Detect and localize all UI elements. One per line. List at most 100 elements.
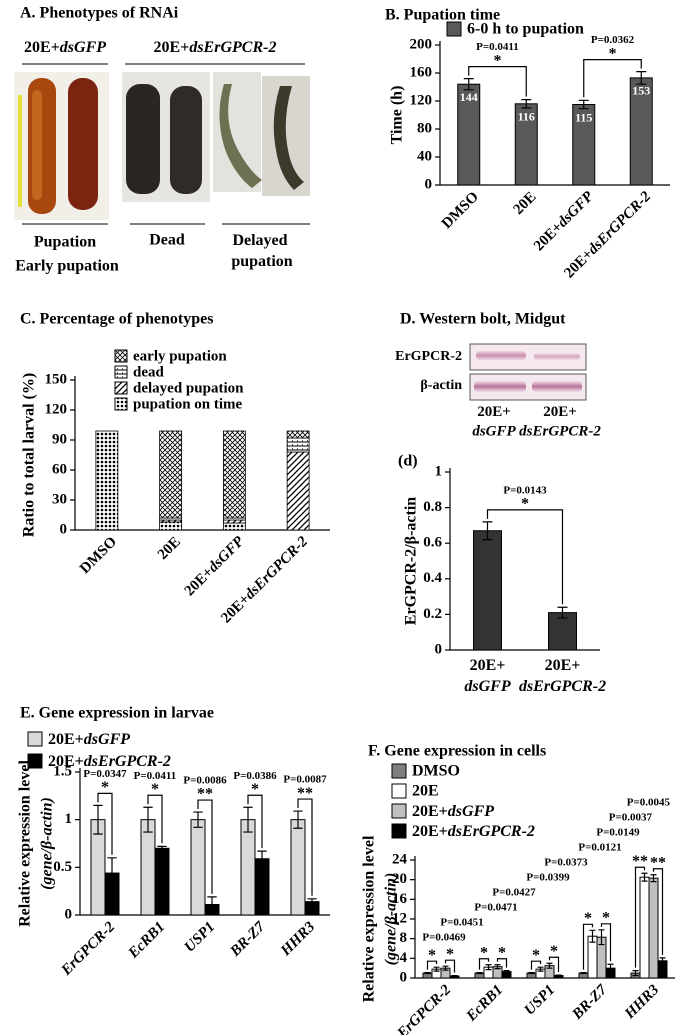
p-value: P=0.0399 bbox=[526, 872, 570, 884]
error-bar bbox=[107, 857, 117, 889]
p-value: P=0.0411 bbox=[476, 41, 519, 53]
bar bbox=[473, 530, 502, 651]
p-value: P=0.0149 bbox=[596, 827, 640, 839]
blot-row-label: ErGPCR-2 bbox=[395, 349, 462, 364]
significance-bracket bbox=[468, 66, 527, 97]
value-label: 153 bbox=[632, 84, 650, 98]
significance-mark: * bbox=[101, 779, 109, 796]
error-bar bbox=[636, 71, 647, 85]
significance-bracket bbox=[147, 794, 163, 844]
y-tick-label: 0 bbox=[60, 521, 68, 537]
y-axis-label: Time (h) bbox=[389, 86, 406, 145]
significance-mark: * bbox=[494, 52, 502, 69]
p-value: P=0.0045 bbox=[627, 797, 671, 809]
error-bar bbox=[451, 974, 458, 978]
error-bar bbox=[433, 966, 440, 972]
legend-label: 20E+dsErGPCR-2 bbox=[412, 823, 535, 840]
p-value: P=0.0427 bbox=[492, 887, 536, 899]
significance-bracket bbox=[548, 956, 560, 973]
legend-label: 20E bbox=[412, 783, 439, 800]
p-value: P=0.0086 bbox=[183, 775, 227, 787]
bar bbox=[240, 819, 256, 916]
error-bar bbox=[485, 964, 492, 971]
x-tick-label: 20E bbox=[155, 534, 184, 563]
error-bar bbox=[293, 810, 303, 829]
error-bar bbox=[442, 965, 449, 971]
legend-swatch bbox=[391, 783, 407, 799]
y-axis-label: (gene/β-actin) bbox=[383, 873, 400, 966]
significance-bracket bbox=[600, 923, 612, 962]
error-bar bbox=[482, 521, 493, 541]
legend-label: 20E+dsGFP bbox=[48, 731, 130, 748]
legend-label: delayed pupation bbox=[133, 380, 244, 396]
blot-image bbox=[469, 343, 587, 401]
bar-segment bbox=[222, 430, 246, 519]
legend-label: pupation on time bbox=[133, 396, 243, 412]
x-tick-label: 20E bbox=[511, 189, 540, 218]
error-bar bbox=[598, 929, 605, 946]
p-value: P=0.0362 bbox=[591, 34, 635, 46]
y-tick-label: 120 bbox=[410, 92, 433, 108]
error-bar bbox=[578, 99, 589, 110]
x-tick-label: 20E+dsGFP bbox=[182, 533, 248, 599]
significance-bracket bbox=[583, 59, 642, 98]
x-tick-label: ErGPCR-2 bbox=[394, 982, 455, 1035]
y-tick-label: 90 bbox=[52, 431, 67, 447]
significance-mark: ** bbox=[297, 785, 313, 802]
error-bar bbox=[557, 606, 568, 619]
x-tick-label: BR-Z7 bbox=[227, 919, 269, 961]
y-tick-label: 16 bbox=[392, 891, 408, 907]
significance-bracket bbox=[444, 959, 456, 973]
significance-mark: * bbox=[521, 496, 529, 513]
blot-lane-label: 20E+ dsGFP bbox=[472, 404, 516, 440]
significance-mark: * bbox=[151, 781, 159, 798]
y-axis-label: Relative expression level bbox=[361, 835, 378, 1002]
significance-mark: * bbox=[480, 944, 488, 961]
significance-mark: * bbox=[602, 909, 610, 926]
error-bar bbox=[243, 806, 253, 833]
y-tick-label: 8 bbox=[400, 930, 408, 946]
legend-label: DMSO bbox=[412, 763, 460, 780]
y-tick-label: 0.8 bbox=[423, 499, 442, 515]
error-bar bbox=[494, 964, 501, 970]
y-tick-label: 160 bbox=[410, 64, 433, 80]
y-tick-label: 1.5 bbox=[53, 763, 72, 779]
outcome-label: Delayed pupation bbox=[231, 232, 292, 270]
p-value: P=0.0386 bbox=[233, 770, 277, 782]
legend-label: 20E+dsErGPCR-2 bbox=[48, 753, 171, 770]
error-bar bbox=[143, 806, 153, 833]
chart-title: (d) bbox=[398, 453, 418, 470]
x-tick-label: EcRB1 bbox=[125, 919, 168, 962]
significance-mark: * bbox=[609, 45, 617, 62]
group-label: 20E+dsGFP bbox=[24, 39, 106, 56]
p-value: P=0.0347 bbox=[83, 768, 127, 780]
significance-mark: ** bbox=[650, 854, 666, 871]
x-tick-label: BR-Z7 bbox=[569, 982, 611, 1024]
significance-mark: * bbox=[550, 943, 558, 960]
bar-segment bbox=[159, 430, 183, 519]
significance-mark: * bbox=[446, 946, 454, 963]
chart-title: E. Gene expression in larvae bbox=[20, 705, 214, 722]
legend-swatch bbox=[114, 381, 128, 395]
p-value: P=0.0451 bbox=[440, 917, 483, 929]
bar-segment bbox=[286, 437, 310, 453]
y-tick-label: 12 bbox=[392, 910, 407, 926]
y-tick-label: 0 bbox=[435, 641, 443, 657]
blot-row-label: β-actin bbox=[420, 378, 462, 393]
error-bar bbox=[632, 970, 639, 977]
y-tick-label: 120 bbox=[45, 401, 68, 417]
value-label: 116 bbox=[518, 110, 535, 124]
error-bar bbox=[659, 957, 666, 965]
error-bar bbox=[528, 971, 535, 975]
significance-bracket bbox=[478, 958, 490, 970]
value-label: 144 bbox=[460, 90, 478, 104]
significance-bracket bbox=[426, 960, 438, 970]
p-value: P=0.0037 bbox=[609, 812, 653, 824]
legend-label: dead bbox=[133, 364, 165, 380]
chart-title: F. Gene expression in cells bbox=[368, 743, 546, 760]
x-tick-label: USP1 bbox=[522, 982, 559, 1019]
y-tick-label: 0 bbox=[65, 906, 73, 922]
y-tick-label: 24 bbox=[392, 851, 408, 867]
y-tick-label: 4 bbox=[400, 950, 408, 966]
